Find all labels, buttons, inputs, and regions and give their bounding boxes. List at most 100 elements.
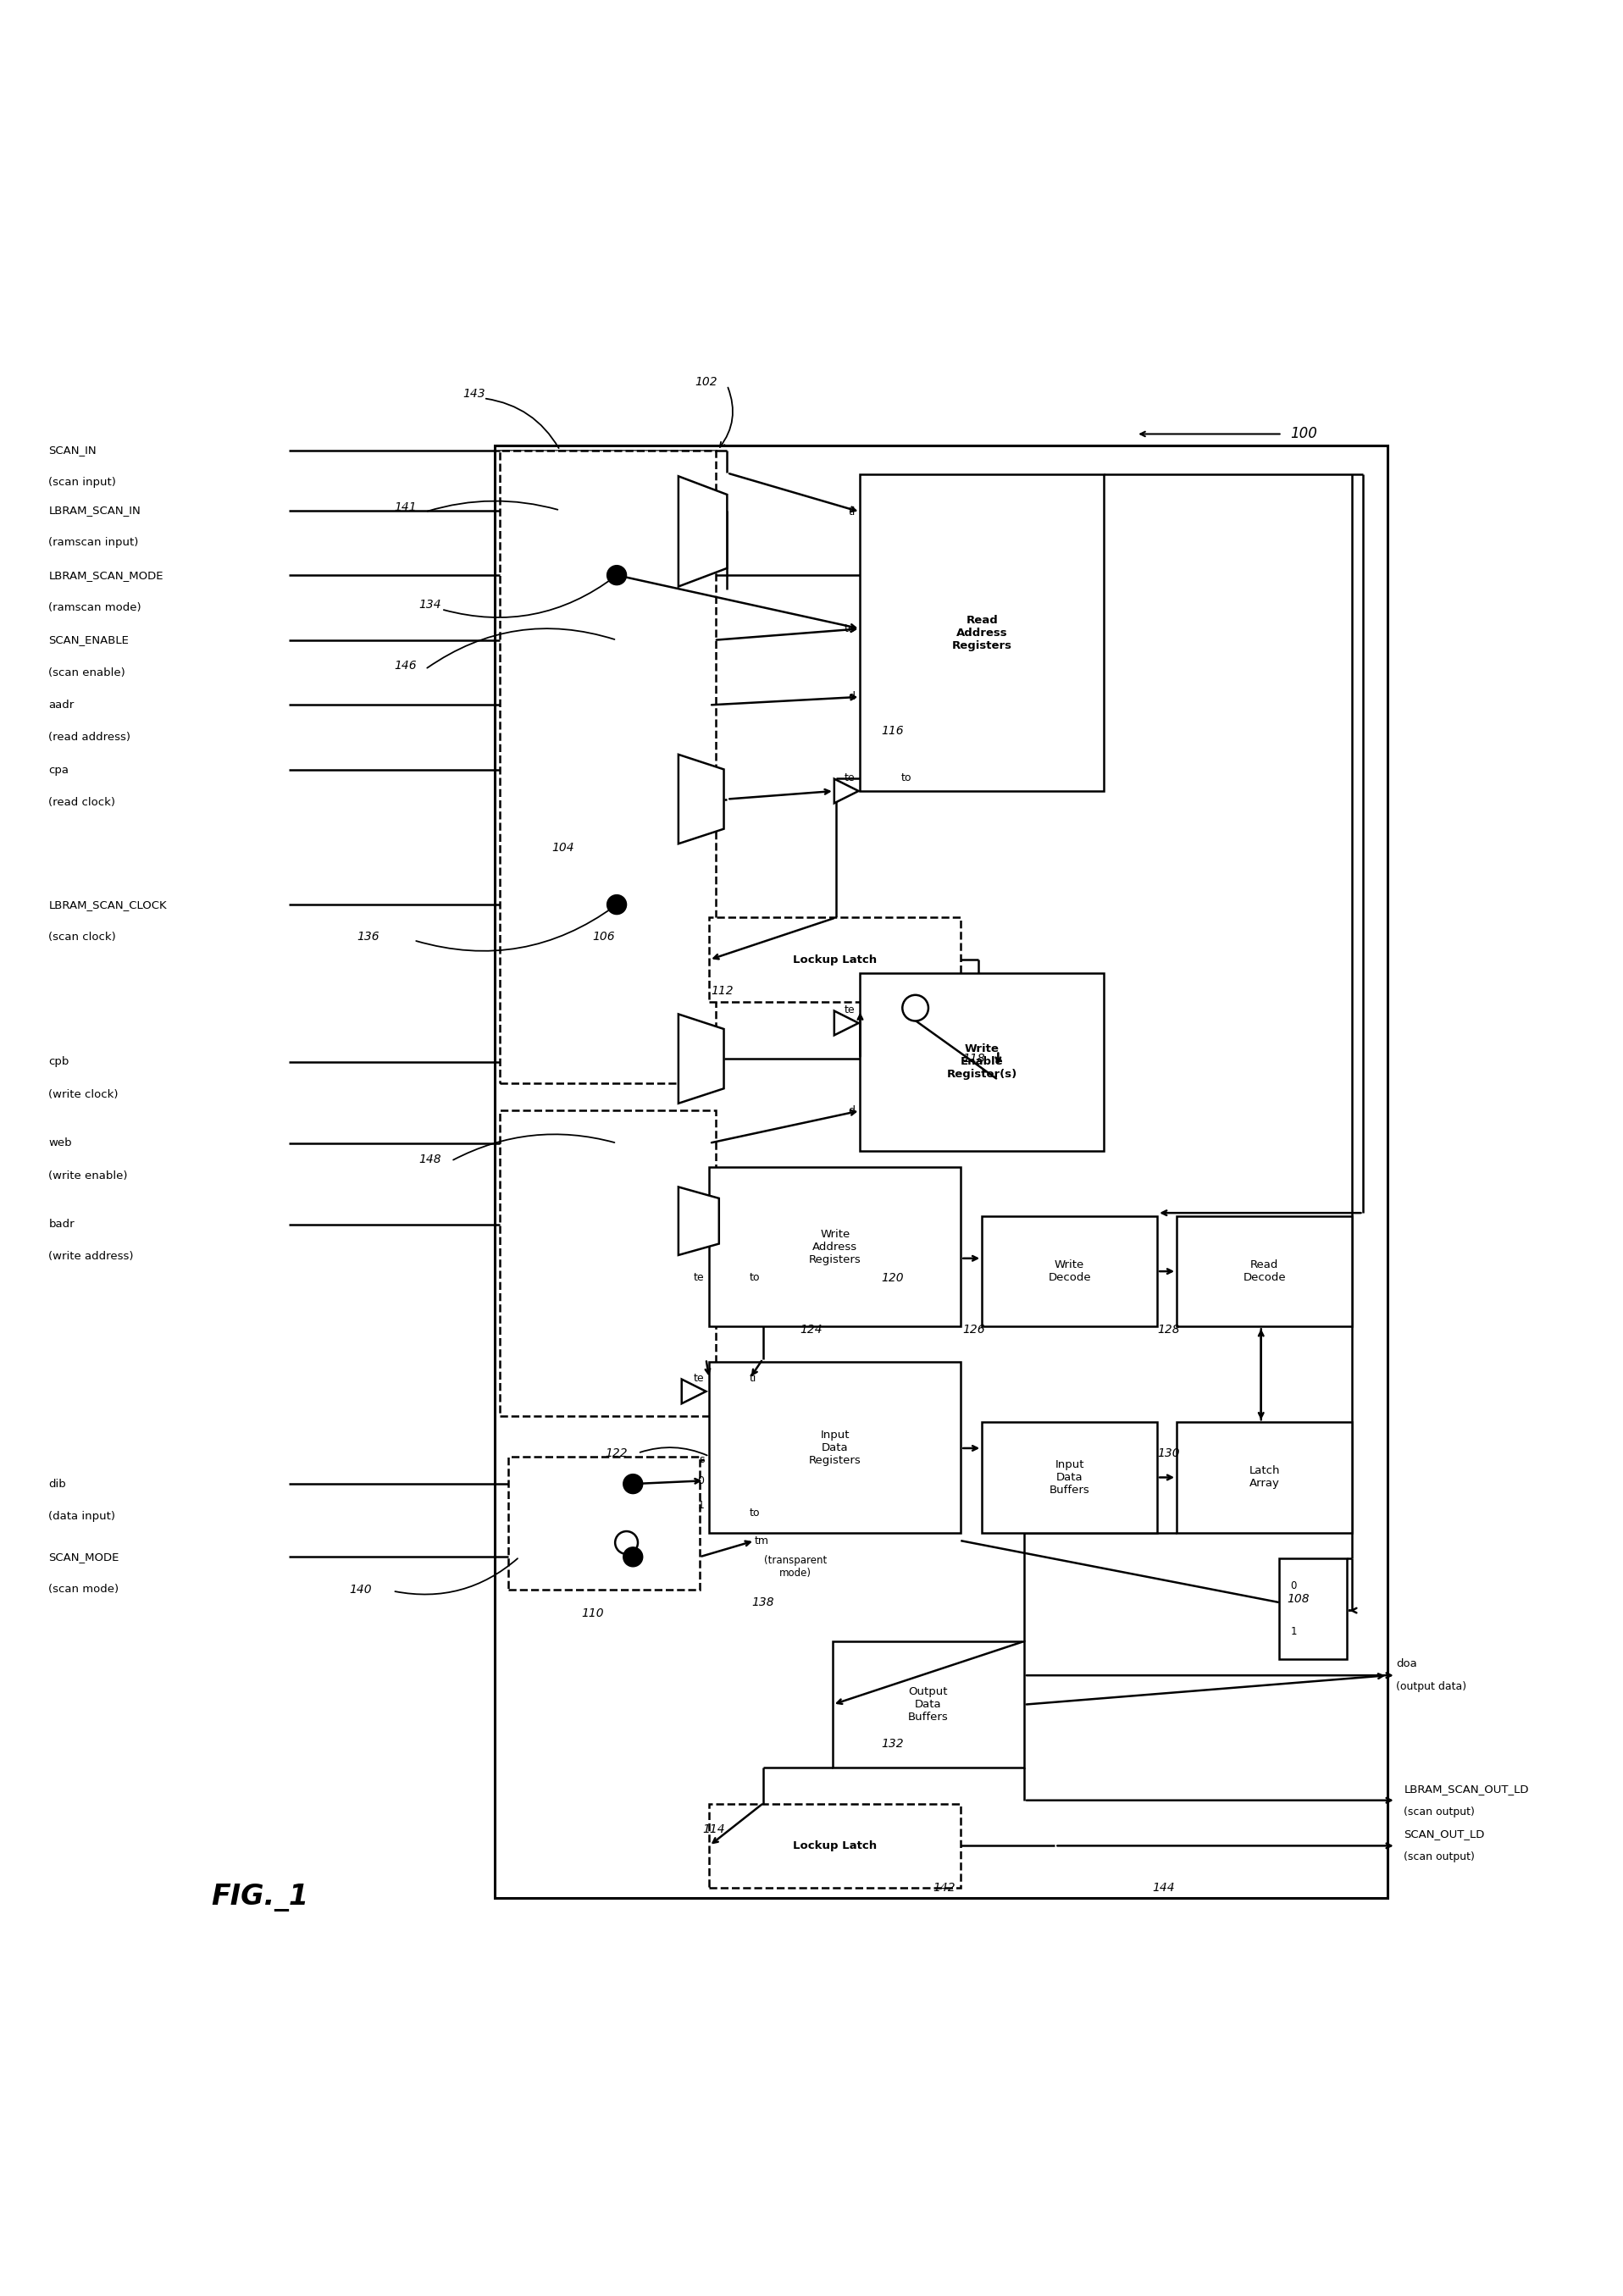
Text: Lockup Latch: Lockup Latch bbox=[794, 1841, 876, 1851]
Polygon shape bbox=[834, 778, 859, 804]
Text: Read
Decode: Read Decode bbox=[1243, 1261, 1285, 1283]
FancyBboxPatch shape bbox=[833, 1642, 1024, 1768]
Text: 116: 116 bbox=[881, 726, 904, 737]
Text: 136: 136 bbox=[357, 932, 380, 944]
Text: to: to bbox=[750, 1272, 761, 1283]
Circle shape bbox=[623, 1548, 643, 1566]
Text: 0: 0 bbox=[698, 1474, 704, 1486]
Text: SCAN_IN: SCAN_IN bbox=[49, 445, 97, 455]
Polygon shape bbox=[678, 1015, 724, 1104]
FancyBboxPatch shape bbox=[982, 1421, 1157, 1531]
Text: dib: dib bbox=[49, 1479, 67, 1490]
Text: FIG._1: FIG._1 bbox=[211, 1883, 308, 1913]
Polygon shape bbox=[834, 1010, 859, 1035]
FancyBboxPatch shape bbox=[508, 1456, 700, 1589]
Text: SCAN_OUT_LD: SCAN_OUT_LD bbox=[1404, 1830, 1485, 1839]
Circle shape bbox=[623, 1474, 643, 1495]
Text: Write
Address
Registers: Write Address Registers bbox=[808, 1228, 862, 1265]
Circle shape bbox=[607, 895, 626, 914]
Text: te: te bbox=[693, 1373, 704, 1384]
Text: 118: 118 bbox=[962, 1054, 985, 1065]
Text: ti: ti bbox=[901, 1006, 907, 1015]
FancyBboxPatch shape bbox=[709, 918, 961, 1001]
Text: (output data): (output data) bbox=[1396, 1681, 1466, 1692]
Text: Latch
Array: Latch Array bbox=[1248, 1465, 1281, 1490]
Text: 102: 102 bbox=[695, 377, 717, 388]
Text: 128: 128 bbox=[1157, 1325, 1180, 1336]
Text: s: s bbox=[700, 1453, 704, 1465]
Text: (scan enable): (scan enable) bbox=[49, 668, 125, 677]
Text: Write
Decode: Write Decode bbox=[1048, 1261, 1091, 1283]
Text: (scan output): (scan output) bbox=[1404, 1807, 1475, 1816]
Text: (write enable): (write enable) bbox=[49, 1171, 128, 1180]
Text: badr: badr bbox=[49, 1219, 75, 1231]
Circle shape bbox=[615, 1531, 638, 1554]
Text: (read address): (read address) bbox=[49, 732, 131, 744]
Text: cpa: cpa bbox=[49, 765, 70, 776]
FancyBboxPatch shape bbox=[709, 1166, 961, 1327]
Text: 106: 106 bbox=[592, 932, 615, 944]
Text: SCAN_MODE: SCAN_MODE bbox=[49, 1552, 120, 1561]
Text: Write
Enable
Register(s): Write Enable Register(s) bbox=[946, 1045, 1018, 1079]
Text: 146: 146 bbox=[394, 661, 417, 673]
Polygon shape bbox=[678, 475, 727, 585]
Text: 134: 134 bbox=[419, 599, 441, 611]
FancyBboxPatch shape bbox=[1177, 1217, 1352, 1327]
Text: LBRAM_SCAN_MODE: LBRAM_SCAN_MODE bbox=[49, 569, 164, 581]
Text: (data input): (data input) bbox=[49, 1511, 115, 1522]
FancyBboxPatch shape bbox=[500, 1111, 716, 1417]
FancyBboxPatch shape bbox=[709, 1805, 961, 1887]
Text: tm: tm bbox=[755, 1536, 769, 1545]
Text: 120: 120 bbox=[881, 1272, 904, 1283]
FancyBboxPatch shape bbox=[982, 1217, 1157, 1327]
Text: 138: 138 bbox=[751, 1596, 774, 1607]
Text: LBRAM_SCAN_CLOCK: LBRAM_SCAN_CLOCK bbox=[49, 900, 167, 909]
Text: Lockup Latch: Lockup Latch bbox=[794, 955, 876, 964]
Text: 143: 143 bbox=[463, 388, 485, 400]
Text: 1: 1 bbox=[698, 1499, 704, 1511]
Text: Output
Data
Buffers: Output Data Buffers bbox=[909, 1685, 948, 1722]
Text: 104: 104 bbox=[552, 843, 575, 854]
Text: 124: 124 bbox=[800, 1325, 823, 1336]
Text: (read clock): (read clock) bbox=[49, 797, 115, 808]
Text: doa: doa bbox=[1396, 1658, 1417, 1669]
Text: Read
Address
Registers: Read Address Registers bbox=[951, 615, 1013, 652]
Text: ti: ti bbox=[750, 1373, 756, 1384]
Text: (scan input): (scan input) bbox=[49, 478, 117, 489]
Circle shape bbox=[607, 565, 626, 585]
FancyBboxPatch shape bbox=[1279, 1559, 1347, 1660]
Text: (ramscan mode): (ramscan mode) bbox=[49, 602, 141, 613]
Text: Input
Data
Registers: Input Data Registers bbox=[808, 1428, 862, 1465]
Text: aadr: aadr bbox=[49, 700, 75, 709]
Text: LBRAM_SCAN_IN: LBRAM_SCAN_IN bbox=[49, 505, 141, 517]
Text: tl: tl bbox=[849, 507, 855, 517]
Text: 148: 148 bbox=[419, 1153, 441, 1166]
FancyBboxPatch shape bbox=[500, 450, 716, 1084]
Text: (scan mode): (scan mode) bbox=[49, 1584, 118, 1596]
Text: 141: 141 bbox=[394, 501, 417, 512]
Text: to: to bbox=[901, 771, 912, 783]
Text: te: te bbox=[844, 622, 855, 634]
Text: 126: 126 bbox=[962, 1325, 985, 1336]
FancyBboxPatch shape bbox=[709, 1362, 961, 1531]
Text: 140: 140 bbox=[349, 1584, 372, 1596]
Text: 112: 112 bbox=[711, 985, 734, 996]
Text: SCAN_ENABLE: SCAN_ENABLE bbox=[49, 634, 130, 645]
Polygon shape bbox=[678, 1187, 719, 1256]
Text: (scan clock): (scan clock) bbox=[49, 932, 117, 944]
Text: 110: 110 bbox=[581, 1607, 604, 1619]
Text: d: d bbox=[849, 1104, 855, 1116]
Text: 144: 144 bbox=[1152, 1883, 1175, 1894]
Text: 1: 1 bbox=[1290, 1626, 1297, 1637]
Polygon shape bbox=[678, 755, 724, 843]
Text: te: te bbox=[844, 1006, 855, 1015]
Text: LBRAM_SCAN_OUT_LD: LBRAM_SCAN_OUT_LD bbox=[1404, 1784, 1529, 1795]
Text: (write address): (write address) bbox=[49, 1251, 133, 1263]
FancyBboxPatch shape bbox=[1177, 1421, 1352, 1531]
Text: 100: 100 bbox=[1290, 427, 1318, 441]
Text: 122: 122 bbox=[605, 1446, 628, 1458]
Text: te: te bbox=[844, 771, 855, 783]
Text: 114: 114 bbox=[703, 1823, 725, 1835]
Circle shape bbox=[902, 994, 928, 1022]
Text: 132: 132 bbox=[881, 1738, 904, 1750]
